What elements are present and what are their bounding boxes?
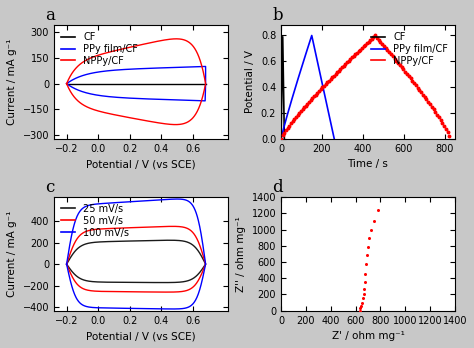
- Y-axis label: Current / mA g⁻¹: Current / mA g⁻¹: [7, 211, 17, 297]
- X-axis label: Time / s: Time / s: [347, 159, 388, 169]
- Legend: CF, PPy film/CF, NPPy/CF: CF, PPy film/CF, NPPy/CF: [59, 30, 140, 68]
- Text: b: b: [273, 7, 283, 24]
- Y-axis label: Potential / V: Potential / V: [245, 50, 255, 113]
- X-axis label: Potential / V (vs SCE): Potential / V (vs SCE): [86, 159, 196, 169]
- Text: d: d: [273, 179, 283, 196]
- X-axis label: Potential / V (vs SCE): Potential / V (vs SCE): [86, 331, 196, 341]
- Legend: CF, PPy film/CF, NPPy/CF: CF, PPy film/CF, NPPy/CF: [369, 30, 450, 68]
- X-axis label: Z' / ohm mg⁻¹: Z' / ohm mg⁻¹: [331, 331, 404, 341]
- Legend: 25 mV/s, 50 mV/s, 100 mV/s: 25 mV/s, 50 mV/s, 100 mV/s: [59, 202, 131, 240]
- Text: c: c: [46, 179, 55, 196]
- Text: a: a: [46, 7, 55, 24]
- Y-axis label: Z'' / ohm mg⁻¹: Z'' / ohm mg⁻¹: [236, 216, 246, 292]
- Y-axis label: Current / mA g⁻¹: Current / mA g⁻¹: [7, 39, 17, 125]
